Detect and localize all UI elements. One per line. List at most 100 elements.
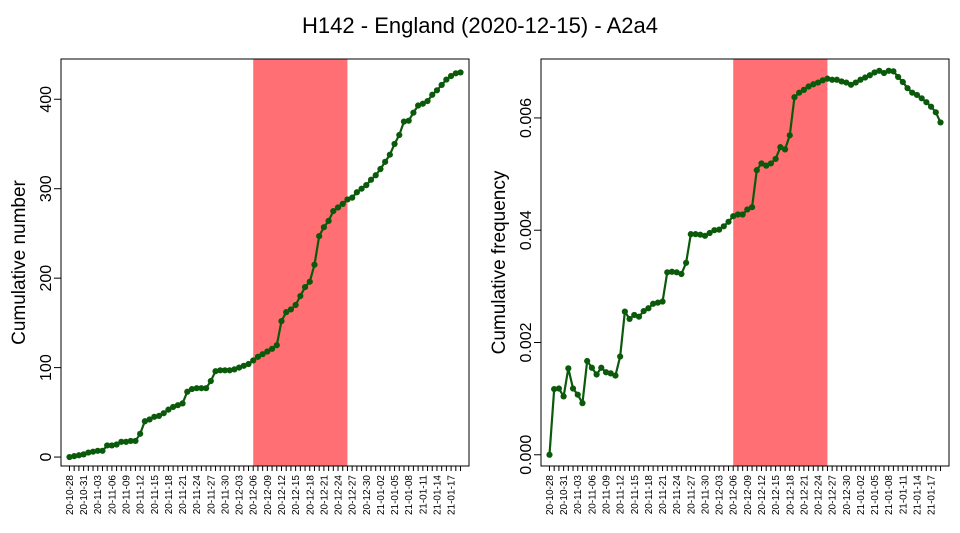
data-point (254, 353, 262, 360)
data-point (174, 402, 181, 409)
data-point (108, 442, 115, 449)
x-tick-label: 20-11-18 (164, 475, 175, 515)
data-point (796, 89, 803, 96)
data-point (141, 418, 148, 425)
data-point (391, 140, 398, 148)
x-tick-label: 20-12-21 (319, 475, 330, 515)
x-tick-label: 20-11-12 (616, 475, 627, 515)
data-point (226, 367, 233, 374)
data-point (880, 69, 888, 77)
data-point (664, 269, 671, 276)
x-tick-label: 21-01-02 (376, 475, 387, 515)
data-point (99, 447, 106, 454)
x-tick-label: 20-12-03 (235, 475, 246, 515)
data-point (602, 369, 610, 376)
x-tick-label: 20-11-24 (672, 475, 683, 515)
data-point (748, 204, 756, 211)
data-point (819, 77, 826, 84)
data-point (212, 368, 219, 375)
data-point (217, 367, 224, 374)
data-point (311, 261, 318, 268)
data-point (80, 451, 87, 458)
data-point (433, 87, 441, 94)
x-tick-label: 20-10-31 (559, 475, 570, 515)
data-point (654, 299, 661, 306)
data-point (635, 313, 643, 320)
data-point (772, 155, 779, 163)
data-point (810, 81, 817, 88)
data-point (292, 301, 299, 309)
data-point (259, 351, 266, 358)
data-point (438, 81, 445, 89)
data-point (617, 353, 624, 360)
data-point (410, 109, 417, 116)
data-point (325, 217, 332, 225)
x-tick-label: 20-12-15 (291, 475, 302, 515)
data-point (711, 227, 718, 234)
cumulative-frequency-panel: 0.000 0.002 0.004 0.006 Cumulative frequency… (489, 58, 950, 515)
data-point (160, 410, 167, 417)
data-point (113, 441, 120, 448)
x-tick-label: 20-11-06 (107, 475, 118, 515)
data-point (866, 72, 873, 79)
data-point (372, 172, 379, 179)
data-point (631, 311, 638, 319)
data-point (918, 95, 925, 102)
data-point (268, 345, 276, 352)
x-tick-label: 20-12-27 (348, 475, 359, 515)
data-point (621, 308, 628, 315)
x-tick-label: 20-12-12 (757, 475, 768, 515)
data-point (668, 268, 676, 275)
data-point (814, 79, 822, 86)
data-point (122, 438, 130, 445)
x-tick-label: 20-12-30 (362, 475, 373, 515)
x-tick-label: 20-11-03 (573, 475, 584, 515)
data-point (75, 452, 83, 459)
data-point (598, 364, 605, 371)
data-point (184, 388, 191, 395)
data-point (786, 132, 793, 139)
y-axis-label: Cumulative frequency (489, 170, 510, 354)
data-point (805, 83, 812, 90)
data-point (546, 451, 553, 458)
y-tick-label: 0.002 (518, 322, 535, 362)
data-point (800, 86, 807, 93)
x-tick-label: 21-01-08 (884, 475, 895, 515)
data-point (551, 385, 558, 393)
data-point (377, 165, 384, 173)
data-point (678, 270, 685, 278)
data-point (344, 196, 351, 203)
data-point (94, 447, 101, 454)
data-point (829, 76, 836, 83)
x-tick-label: 21-01-02 (856, 475, 867, 515)
data-point (188, 385, 196, 393)
data-point (316, 233, 323, 240)
data-point (885, 67, 892, 74)
data-point (607, 370, 614, 377)
data-point (278, 317, 285, 325)
x-tick-label: 20-11-09 (602, 475, 613, 515)
x-tick-label: 21-01-17 (447, 475, 458, 515)
x-tick-label: 21-01-11 (898, 475, 909, 515)
data-point (457, 69, 464, 76)
x-tick-label: 20-10-28 (65, 475, 76, 515)
x-tick-label: 20-11-09 (122, 475, 133, 515)
x-tick-label: 20-12-24 (334, 475, 345, 515)
data-point (744, 206, 751, 213)
data-point (862, 74, 869, 81)
data-point (250, 357, 257, 364)
x-tick-label: 20-12-30 (842, 475, 853, 515)
data-point (767, 160, 775, 167)
data-point (283, 309, 290, 316)
data-point (415, 102, 422, 109)
data-point (899, 78, 906, 86)
x-tick-label: 20-11-30 (700, 475, 711, 515)
data-point (560, 393, 567, 400)
x-tick-label: 20-11-21 (658, 475, 669, 515)
data-point (151, 413, 158, 420)
data-point (424, 97, 431, 105)
x-tick-label: 21-01-14 (432, 475, 443, 515)
data-point (235, 364, 243, 371)
x-tick-label: 20-12-06 (249, 475, 260, 515)
data-point (353, 189, 360, 196)
